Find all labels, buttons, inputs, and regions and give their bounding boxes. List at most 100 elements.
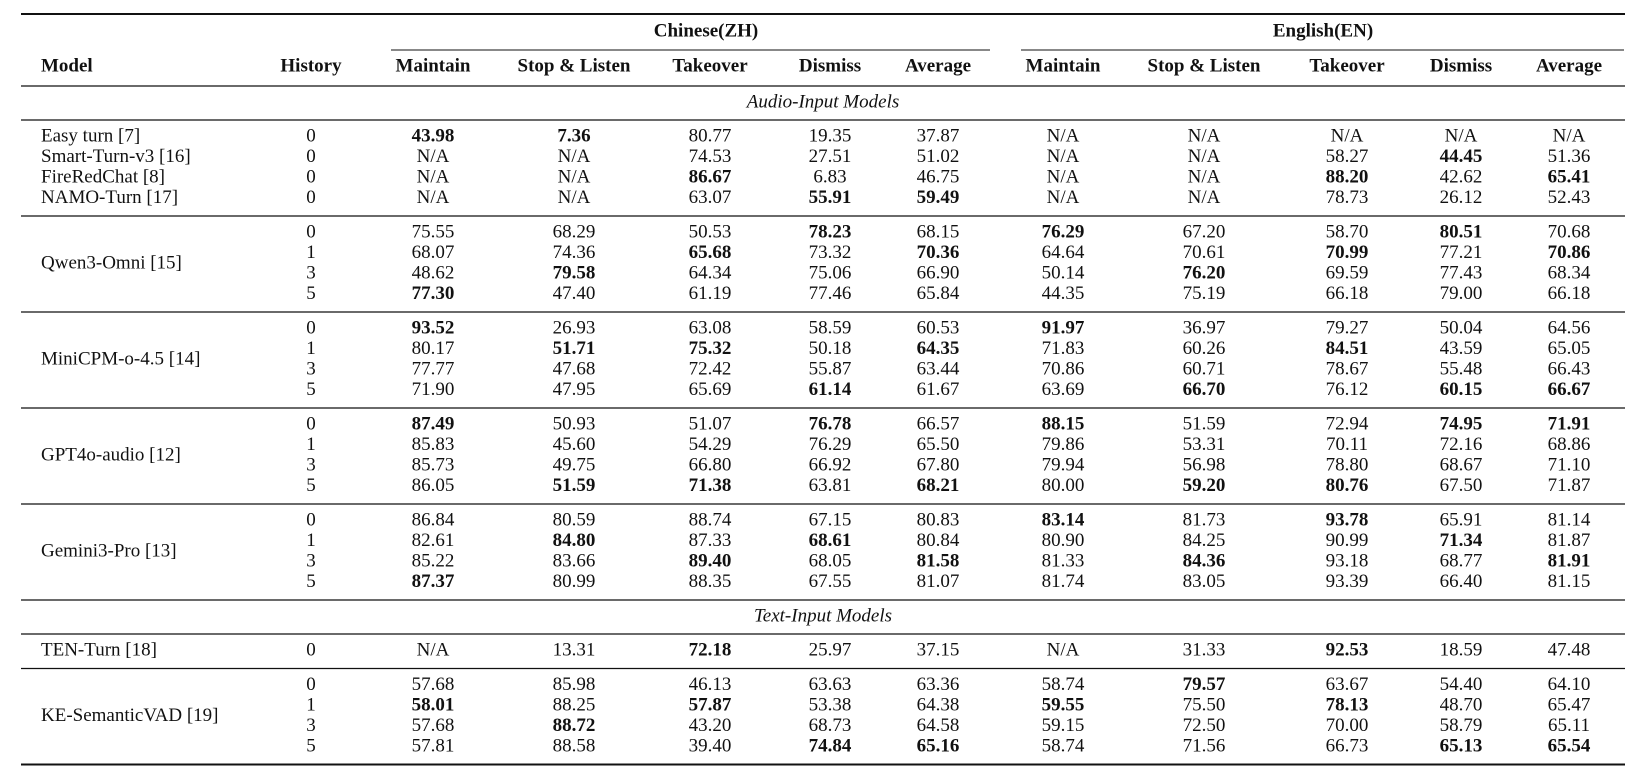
cell-value: 88.74 bbox=[689, 510, 732, 531]
cell-value: 70.86 bbox=[1548, 242, 1591, 263]
cell-value: 77.46 bbox=[809, 283, 852, 304]
cell-value: 74.95 bbox=[1440, 414, 1483, 435]
cell-value: 51.36 bbox=[1548, 146, 1591, 167]
history: 0 bbox=[306, 414, 316, 435]
cell-value: 74.36 bbox=[553, 242, 596, 263]
cell-value: 71.34 bbox=[1440, 530, 1483, 551]
cell-value: 76.12 bbox=[1326, 379, 1369, 400]
cell-value: 71.56 bbox=[1183, 736, 1226, 757]
cell-value: 80.51 bbox=[1440, 222, 1483, 243]
cell-value: 44.45 bbox=[1440, 146, 1483, 167]
cell-value: 65.54 bbox=[1548, 736, 1591, 757]
history: 1 bbox=[306, 695, 316, 716]
cell-value: 69.59 bbox=[1326, 263, 1369, 284]
cell-value: 79.57 bbox=[1183, 674, 1226, 695]
cell-value: 46.75 bbox=[917, 167, 960, 188]
history: 5 bbox=[306, 379, 316, 400]
cell-value: 78.80 bbox=[1326, 455, 1369, 476]
history: 3 bbox=[306, 715, 316, 736]
cell-value: 53.31 bbox=[1183, 434, 1226, 455]
cell-value: 68.05 bbox=[809, 551, 852, 572]
cell-value: 75.19 bbox=[1183, 283, 1226, 304]
cell-value: 51.07 bbox=[689, 414, 732, 435]
cell-value: 67.55 bbox=[809, 571, 852, 592]
cell-value: 42.62 bbox=[1440, 167, 1483, 188]
cell-value: 64.64 bbox=[1042, 242, 1085, 263]
cell-value: 84.51 bbox=[1326, 338, 1369, 359]
cell-value: 80.77 bbox=[689, 126, 732, 147]
cell-value: 88.15 bbox=[1042, 414, 1085, 435]
cell-value: N/A bbox=[1188, 146, 1221, 167]
cell-value: 60.53 bbox=[917, 318, 960, 339]
model-name: Gemini3-Pro [13] bbox=[41, 540, 177, 561]
cell-value: 64.58 bbox=[917, 715, 960, 736]
cell-value: 65.50 bbox=[917, 434, 960, 455]
history: 3 bbox=[306, 551, 316, 572]
cell-value: N/A bbox=[1047, 187, 1080, 208]
cell-value: 43.59 bbox=[1440, 338, 1483, 359]
column-header: Takeover bbox=[1309, 55, 1385, 76]
cell-value: 78.73 bbox=[1326, 187, 1369, 208]
cell-value: N/A bbox=[1445, 126, 1478, 147]
cell-value: N/A bbox=[1188, 126, 1221, 147]
history: 1 bbox=[306, 530, 316, 551]
column-header: Model bbox=[41, 55, 93, 76]
cell-value: 51.59 bbox=[1183, 414, 1226, 435]
cell-value: 54.40 bbox=[1440, 674, 1483, 695]
cell-value: 74.53 bbox=[689, 146, 732, 167]
cell-value: 50.14 bbox=[1042, 263, 1085, 284]
cell-value: N/A bbox=[417, 640, 450, 661]
cell-value: 93.39 bbox=[1326, 571, 1369, 592]
cell-value: 66.18 bbox=[1326, 283, 1369, 304]
cell-value: 71.91 bbox=[1548, 414, 1591, 435]
cell-value: 71.87 bbox=[1548, 475, 1591, 496]
cell-value: 88.58 bbox=[553, 736, 596, 757]
cell-value: 47.40 bbox=[553, 283, 596, 304]
cell-value: 81.73 bbox=[1183, 510, 1226, 531]
cell-value: 64.38 bbox=[917, 695, 960, 716]
cell-value: 86.67 bbox=[689, 167, 732, 188]
column-header: Average bbox=[905, 55, 971, 76]
cell-value: 70.61 bbox=[1183, 242, 1226, 263]
cell-value: 61.19 bbox=[689, 283, 732, 304]
cell-value: 37.87 bbox=[917, 126, 960, 147]
cell-value: 50.53 bbox=[689, 222, 732, 243]
group-header: Chinese(ZH) bbox=[654, 20, 759, 41]
cell-value: 55.48 bbox=[1440, 359, 1483, 380]
cell-value: N/A bbox=[417, 146, 450, 167]
cell-value: 91.97 bbox=[1042, 318, 1085, 339]
cell-value: 64.34 bbox=[689, 263, 732, 284]
cell-value: 50.93 bbox=[553, 414, 596, 435]
cell-value: 67.80 bbox=[917, 455, 960, 476]
cell-value: 68.77 bbox=[1440, 551, 1483, 572]
cell-value: 87.33 bbox=[689, 530, 732, 551]
cell-value: 93.52 bbox=[412, 318, 455, 339]
cell-value: 77.43 bbox=[1440, 263, 1483, 284]
column-header: Takeover bbox=[672, 55, 748, 76]
cell-value: 80.76 bbox=[1326, 475, 1369, 496]
cell-value: 67.50 bbox=[1440, 475, 1483, 496]
cell-value: 92.53 bbox=[1326, 640, 1369, 661]
history: 5 bbox=[306, 475, 316, 496]
cell-value: 68.34 bbox=[1548, 263, 1591, 284]
cell-value: 89.40 bbox=[689, 551, 732, 572]
cell-value: 81.58 bbox=[917, 551, 960, 572]
cell-value: 25.97 bbox=[809, 640, 852, 661]
cell-value: 71.10 bbox=[1548, 455, 1591, 476]
cell-value: 65.13 bbox=[1440, 736, 1483, 757]
cell-value: 72.42 bbox=[689, 359, 732, 380]
cell-value: 78.67 bbox=[1326, 359, 1369, 380]
cell-value: 68.07 bbox=[412, 242, 455, 263]
cell-value: 27.51 bbox=[809, 146, 852, 167]
cell-value: 47.48 bbox=[1548, 640, 1591, 661]
history: 5 bbox=[306, 571, 316, 592]
cell-value: 60.15 bbox=[1440, 379, 1483, 400]
column-header: Stop & Listen bbox=[1148, 55, 1261, 76]
cell-value: 51.71 bbox=[553, 338, 596, 359]
cell-value: 72.16 bbox=[1440, 434, 1483, 455]
cell-value: 56.98 bbox=[1183, 455, 1226, 476]
column-header: Stop & Listen bbox=[518, 55, 631, 76]
model-name: Qwen3-Omni [15] bbox=[41, 252, 182, 273]
model-name: TEN-Turn [18] bbox=[41, 640, 157, 661]
cell-value: 67.15 bbox=[809, 510, 852, 531]
